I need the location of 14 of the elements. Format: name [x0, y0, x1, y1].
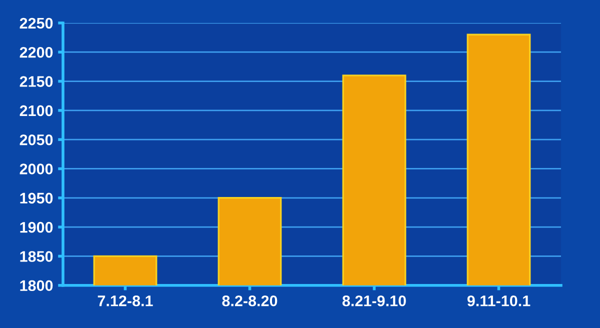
x-tick-label: 7.12-8.1 [98, 295, 153, 306]
x-tick-label: 9.11-10.1 [467, 295, 530, 306]
y-tick-label: 2150 [20, 76, 53, 87]
y-tick-label: 1950 [20, 192, 53, 204]
y-tick-label: 2100 [20, 105, 53, 116]
y-tick-label: 2200 [20, 46, 53, 58]
y-tick-label: 1800 [20, 280, 53, 292]
y-tick-label: 2250 [20, 18, 53, 29]
y-tick-label: 2050 [20, 134, 53, 146]
x-tick-label: 8.21-9.10 [342, 295, 406, 306]
y-tick-label: 1900 [20, 222, 53, 233]
y-tick-label: 2000 [20, 164, 53, 174]
x-tick-label: 8.2-8.20 [222, 295, 278, 306]
y-tick-label: 1850 [20, 251, 53, 262]
